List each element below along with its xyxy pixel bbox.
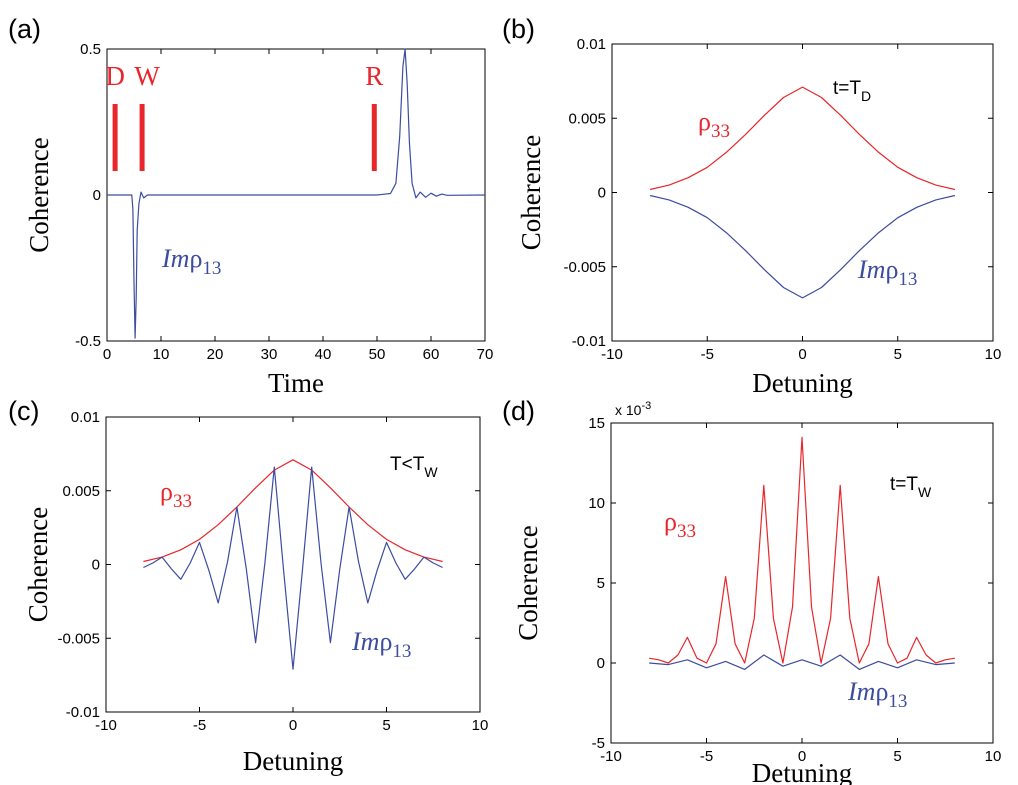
x-tick-label: 10: [153, 346, 170, 363]
y-tick-label: -0.005: [57, 630, 100, 647]
x-axis-label: Time: [268, 368, 324, 398]
panel-label: (a): [8, 14, 41, 44]
panel-a: 0 10 20 30 40 50 60 700.50-0.5TimeCoherence(a)D…: [8, 14, 493, 398]
x-tick-label: -5: [700, 748, 713, 765]
y-axis-label: Coherence: [516, 135, 546, 250]
panel-label: (b): [502, 14, 535, 44]
y-tick-label: 0: [598, 185, 606, 202]
x-tick-label: 5: [382, 717, 390, 734]
y-tick-label: -0.5: [75, 333, 101, 350]
x-axis-label: Detuning: [243, 746, 344, 776]
plot-frame: [610, 422, 994, 744]
y-tick-label: 0.005: [568, 110, 606, 127]
x-tick-label: 30: [261, 346, 278, 363]
y-tick-label: 0.01: [71, 409, 100, 426]
series-label-Imρ13: Imρ13: [161, 244, 221, 279]
x-tick-label: 0: [103, 346, 111, 363]
series-label-Imρ13: Imρ13: [857, 255, 917, 290]
y-tick-label: 0.01: [577, 36, 606, 53]
x-tick-label: 20: [207, 346, 224, 363]
y-tick-label: -5: [592, 735, 605, 752]
y-scale-note: x 10-3: [615, 400, 651, 418]
x-axis-label: Detuning: [752, 758, 853, 785]
series-line-Imρ13: [143, 466, 443, 670]
series-label-ρ33: ρ33: [664, 507, 696, 542]
x-tick-label: 5: [893, 748, 901, 765]
x-tick-label: 50: [369, 346, 386, 363]
x-tick-label: 10: [985, 748, 1002, 765]
y-axis-label: Coherence: [23, 507, 53, 622]
x-tick-label: 0: [798, 346, 806, 363]
y-tick-label: 10: [588, 495, 605, 512]
marker-label-W: W: [134, 61, 160, 91]
y-tick-label: 0.005: [62, 483, 100, 500]
series-line-Imρ13: [649, 654, 955, 671]
y-tick-label: -0.01: [572, 333, 606, 350]
y-tick-label: 15: [588, 415, 605, 432]
y-tick-label: -0.01: [66, 704, 100, 721]
marker-label-R: R: [365, 61, 383, 91]
marker-label-D: D: [105, 61, 125, 91]
time-annotation: t=TD: [833, 78, 871, 104]
x-tick-label: -5: [193, 717, 206, 734]
x-tick-label: 10: [472, 717, 489, 734]
panel-c: -10 -5 0 5 10 0.01 0.005 0 -0.005 -0.01 Detuning Co…: [8, 396, 488, 776]
x-tick-label: -10: [95, 717, 117, 734]
y-tick-label: 0: [93, 187, 101, 204]
y-tick-label: 0: [597, 655, 605, 672]
x-axis-label: Detuning: [752, 368, 853, 398]
series-line-ρ33: [143, 459, 443, 563]
x-tick-label: 5: [894, 346, 902, 363]
y-tick-label: -0.005: [563, 259, 606, 276]
y-axis-label: Coherence: [24, 137, 54, 252]
series-label-ρ33: ρ33: [160, 477, 192, 512]
panel-b: -10 -5 0 5 10 0.01 0.005 0 -0.005 -0.01 Detuning Co…: [502, 14, 1001, 398]
time-annotation: T<TW: [390, 454, 438, 480]
y-axis-label: Coherence: [513, 525, 543, 640]
x-tick-label: 10: [985, 346, 1002, 363]
x-tick-label: 70: [477, 346, 494, 363]
x-tick-label: 40: [315, 346, 332, 363]
series-label-Imρ13: Imρ13: [351, 627, 411, 662]
series-line-Imρ13: [107, 48, 486, 339]
y-tick-label: 0: [92, 557, 100, 574]
x-tick-label: -5: [701, 346, 714, 363]
x-tick-label: 60: [423, 346, 440, 363]
panel-label: (d): [502, 396, 535, 426]
x-tick-label: 0: [798, 748, 806, 765]
y-tick-label: 5: [597, 575, 605, 592]
plot-frame: [611, 43, 994, 342]
time-annotation: t=TW: [890, 474, 932, 500]
series-line-ρ33: [649, 436, 955, 664]
y-tick-label: 0.5: [80, 41, 101, 58]
panel-label: (c): [8, 396, 39, 426]
x-tick-label: -10: [600, 748, 622, 765]
series-label-Imρ13: Imρ13: [847, 677, 907, 712]
series-line-ρ33: [649, 86, 956, 191]
x-tick-label: -10: [601, 346, 623, 363]
series-line-Imρ13: [649, 194, 956, 299]
series-label-ρ33: ρ33: [698, 107, 730, 142]
x-tick-label: 0: [289, 717, 297, 734]
